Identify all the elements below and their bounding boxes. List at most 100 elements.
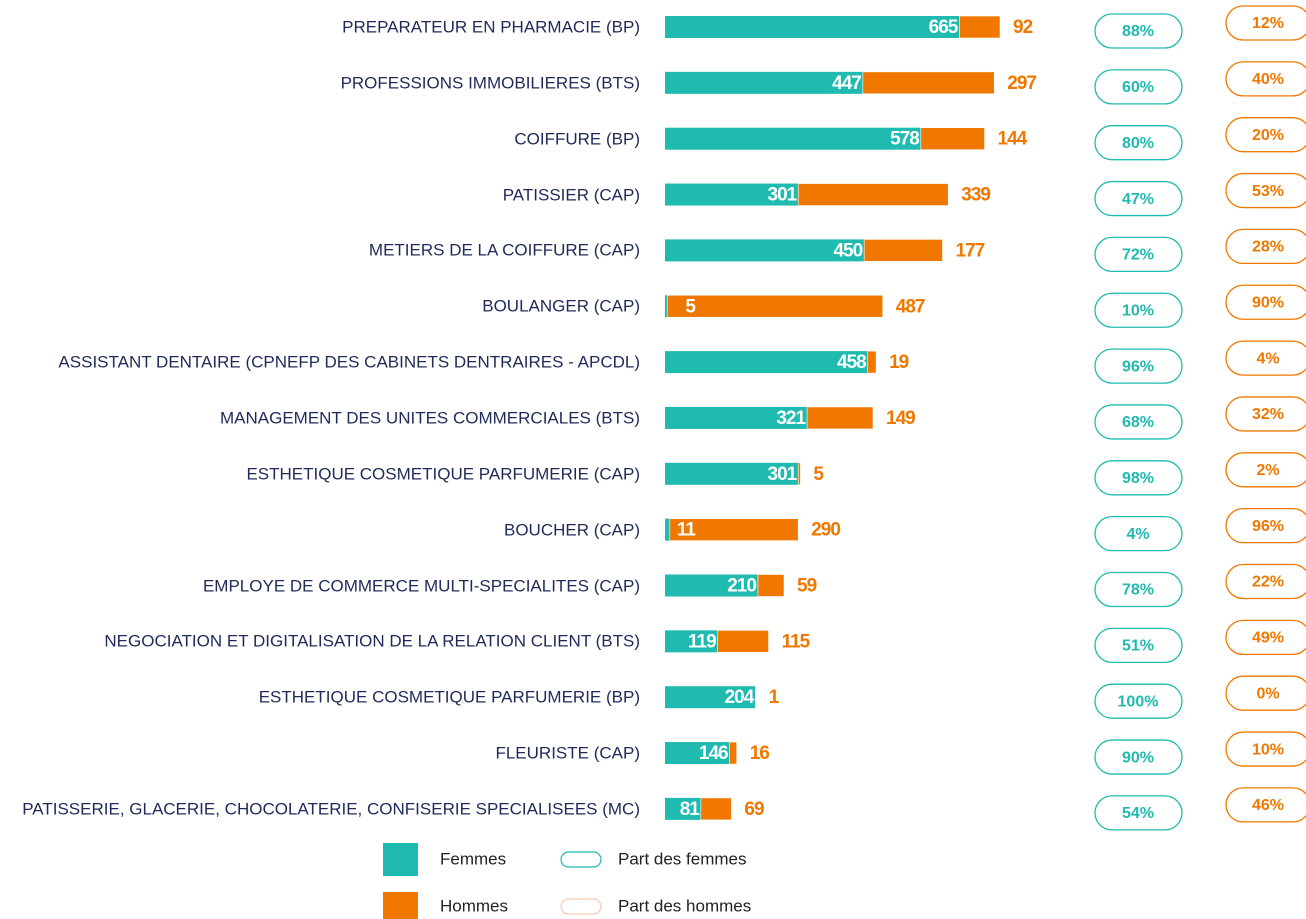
bar-femmes — [665, 797, 701, 820]
pct-label-femmes: 10% — [1122, 302, 1154, 319]
pct-label-hommes: 12% — [1252, 15, 1284, 32]
pill-femmes — [1094, 739, 1183, 775]
bar-hommes — [797, 183, 949, 206]
value-label-hommes: 115 — [782, 631, 811, 652]
pct-label-femmes: 72% — [1122, 247, 1154, 264]
pill-hommes — [1225, 508, 1306, 544]
category-label: ESTHETIQUE COSMETIQUE PARFUMERIE (CAP) — [246, 464, 640, 484]
bar-femmes — [665, 127, 921, 150]
pct-label-hommes: 28% — [1252, 239, 1284, 256]
category-label: PREPARATEUR EN PHARMACIE (BP) — [342, 17, 640, 37]
value-label-hommes: 92 — [1013, 17, 1033, 38]
bar-femmes — [665, 518, 670, 541]
bar-hommes — [700, 797, 732, 821]
pill-femmes — [1094, 516, 1183, 552]
pill-femmes — [1094, 13, 1183, 49]
value-label-femmes: 458 — [837, 352, 866, 373]
legend-swatch — [383, 843, 418, 876]
pill-hommes — [1225, 172, 1306, 209]
pill-femmes — [1094, 292, 1183, 328]
value-label-femmes: 146 — [699, 743, 728, 764]
pct-label-hommes: 20% — [1252, 127, 1284, 144]
category-label: BOULANGER (CAP) — [482, 296, 640, 316]
pill-hommes — [1225, 117, 1306, 153]
category-label: COIFFURE (BP) — [514, 129, 640, 149]
pct-label-femmes: 4% — [1126, 526, 1149, 543]
value-label-hommes: 5 — [813, 464, 824, 485]
category-label: FLEURISTE (CAP) — [495, 743, 640, 763]
bar-femmes — [665, 183, 799, 206]
bar-hommes — [863, 239, 943, 262]
bar-hommes — [797, 462, 801, 486]
pct-label-hommes: 22% — [1252, 574, 1284, 591]
pct-label-femmes: 100% — [1118, 693, 1159, 710]
pill-hommes — [1225, 5, 1306, 41]
legend-pill — [560, 851, 602, 868]
category-label: EMPLOYE DE COMMERCE MULTI-SPECIALITES (C… — [202, 576, 640, 595]
category-label: METIERS DE LA COIFFURE (CAP) — [368, 240, 640, 260]
value-label-femmes: 301 — [768, 185, 798, 206]
value-label-hommes: 149 — [886, 408, 915, 429]
bar-femmes — [665, 71, 863, 94]
pct-label-hommes: 90% — [1252, 294, 1284, 311]
value-label-hommes: 69 — [744, 799, 764, 820]
pill-hommes — [1225, 452, 1306, 488]
category-label: PATISSERIE, GLACERIE, CHOCOLATERIE, CONF… — [22, 799, 640, 819]
category-label: PATISSIER (CAP) — [502, 185, 640, 205]
pct-label-hommes: 0% — [1256, 685, 1279, 702]
category-label: BOUCHER (CAP) — [503, 520, 640, 540]
value-label-femmes: 11 — [677, 520, 697, 541]
bar-hommes — [806, 406, 874, 430]
bar-hommes — [666, 294, 884, 318]
pill-femmes — [1094, 236, 1183, 273]
pct-label-femmes: 96% — [1122, 358, 1154, 375]
bar-femmes — [665, 574, 758, 597]
legend-label: Part des hommes — [618, 896, 751, 915]
legend-label: Femmes — [440, 849, 506, 868]
value-label-hommes: 1 — [769, 687, 780, 708]
value-label-hommes: 487 — [896, 296, 925, 317]
pill-hommes — [1225, 787, 1306, 823]
pct-label-femmes: 54% — [1122, 805, 1154, 822]
pill-hommes — [1225, 731, 1306, 767]
pct-label-hommes: 96% — [1252, 518, 1284, 535]
value-label-femmes: 450 — [833, 240, 862, 261]
bar-femmes — [665, 406, 808, 429]
value-label-femmes: 578 — [890, 129, 919, 150]
bar-hommes — [867, 350, 877, 374]
pill-femmes — [1094, 125, 1183, 161]
pct-label-hommes: 53% — [1252, 183, 1284, 200]
value-label-femmes: 210 — [727, 576, 756, 597]
legend-label: Part des femmes — [618, 849, 747, 868]
pct-label-femmes: 90% — [1122, 749, 1154, 766]
bar-hommes — [757, 574, 785, 597]
bar-hommes — [669, 518, 799, 541]
pct-label-femmes: 47% — [1122, 191, 1154, 208]
pill-femmes — [1094, 627, 1183, 663]
bar-femmes — [665, 239, 865, 262]
value-label-femmes: 119 — [688, 631, 716, 652]
pill-hommes — [1225, 228, 1306, 265]
value-label-hommes: 290 — [811, 520, 840, 541]
value-label-femmes: 301 — [768, 464, 798, 485]
pct-label-femmes: 68% — [1122, 414, 1154, 431]
pct-label-hommes: 46% — [1252, 797, 1284, 814]
bar-femmes — [665, 351, 868, 374]
value-label-hommes: 177 — [956, 240, 985, 261]
category-label: ASSISTANT DENTAIRE (CPNEFP DES CABINETS … — [58, 352, 640, 372]
bar-hommes — [959, 15, 1001, 39]
bar-hommes — [717, 630, 769, 653]
pct-label-femmes: 78% — [1122, 582, 1154, 599]
category-label: MANAGEMENT DES UNITES COMMERCIALES (BTS) — [219, 408, 640, 428]
value-label-hommes: 339 — [961, 185, 990, 206]
legend-pill — [560, 898, 602, 915]
bar-femmes — [665, 742, 730, 765]
pct-label-hommes: 49% — [1252, 630, 1284, 647]
pill-femmes — [1094, 348, 1183, 384]
pill-hommes — [1225, 563, 1306, 600]
pct-label-femmes: 88% — [1122, 23, 1154, 40]
pill-femmes — [1094, 795, 1183, 831]
legend-label: Hommes — [440, 896, 508, 915]
pill-hommes — [1225, 675, 1306, 711]
